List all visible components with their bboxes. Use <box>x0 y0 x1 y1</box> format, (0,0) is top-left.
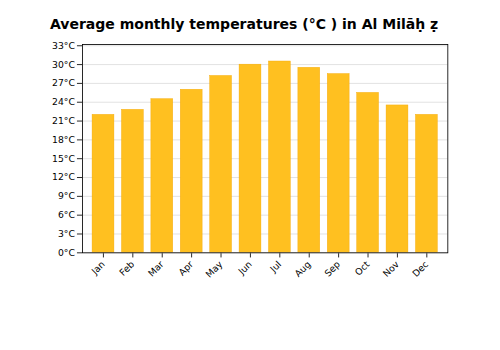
svg-text:30°C: 30°C <box>52 59 75 70</box>
svg-text:Apr: Apr <box>176 258 195 277</box>
svg-text:Jan: Jan <box>88 258 107 277</box>
svg-text:Sep: Sep <box>322 258 342 278</box>
html-text:Average monthly temperatures (: Average monthly temperatures (°C ) in Al… <box>50 16 439 32</box>
svg-text:3°C: 3°C <box>58 228 75 239</box>
svg-text:Jul: Jul <box>267 258 283 274</box>
svg-text:Aug: Aug <box>292 258 313 279</box>
svg-text:24°C: 24°C <box>52 96 75 107</box>
svg-text:12°C: 12°C <box>52 171 75 182</box>
svg-text:18°C: 18°C <box>52 134 75 145</box>
svg-text:15°C: 15°C <box>52 153 75 164</box>
svg-text:0°C: 0°C <box>58 247 75 258</box>
svg-text:May: May <box>203 258 225 280</box>
svg-text:Mar: Mar <box>146 258 166 278</box>
svg-text:Oct: Oct <box>352 258 371 277</box>
svg-text:Feb: Feb <box>117 258 136 277</box>
svg-text:33°C: 33°C <box>52 40 75 51</box>
svg-text:6°C: 6°C <box>58 209 75 220</box>
svg-text:Dec: Dec <box>410 258 430 278</box>
svg-text:9°C: 9°C <box>58 190 75 201</box>
svg-text:27°C: 27°C <box>52 77 75 88</box>
svg-text:Jun: Jun <box>235 258 254 277</box>
svg-text:Nov: Nov <box>380 258 401 279</box>
svg-text:21°C: 21°C <box>52 115 75 126</box>
